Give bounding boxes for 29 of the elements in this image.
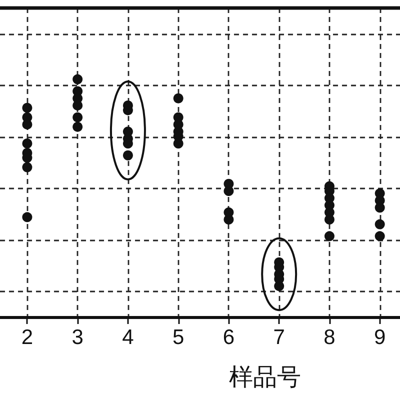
x-tick-label: 4 [122,326,134,349]
point [72,122,83,132]
point [224,186,234,196]
x-tick-label: 7 [273,326,285,349]
point [324,231,334,242]
x-tick-label: 9 [374,326,386,349]
point [22,119,32,130]
point [72,112,83,122]
point [173,93,184,104]
point [22,212,32,222]
x-tick-label: 8 [324,326,336,349]
x-tick-label: 2 [21,326,34,349]
point [274,281,284,292]
point [374,202,385,213]
point [22,138,32,148]
x-tick-label: 5 [172,326,184,349]
point [22,102,32,113]
point [374,219,385,230]
point [173,138,184,148]
point [224,214,234,225]
x-tick-label: 6 [222,326,235,349]
point [374,231,385,242]
point [122,150,133,160]
point [324,214,334,225]
point [22,162,32,172]
x-tick-label: 3 [72,326,84,349]
x-axis-title: 样品号 [229,363,301,391]
point [72,74,83,84]
point [72,100,83,110]
